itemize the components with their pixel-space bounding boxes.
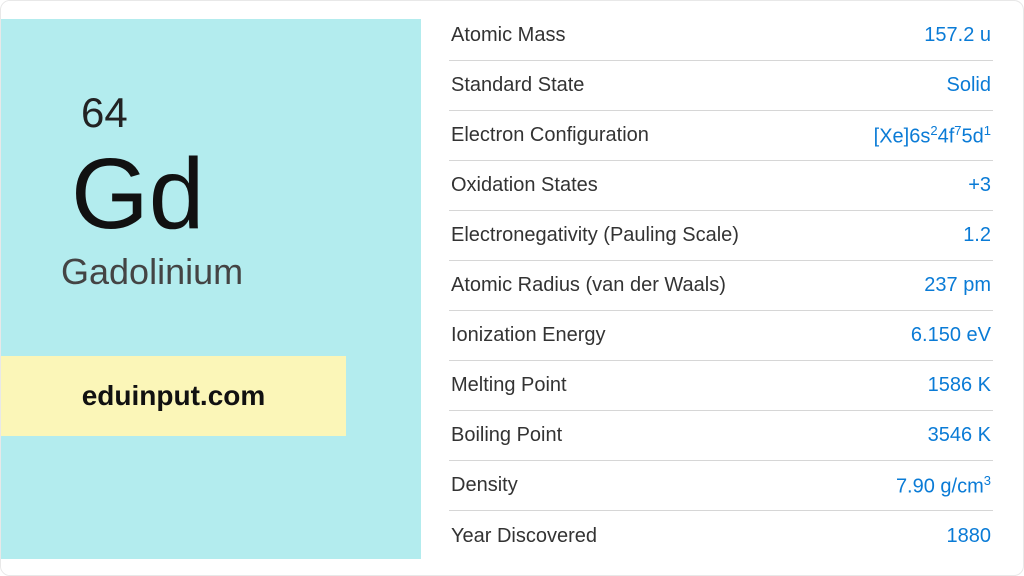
- property-value: [Xe]6s24f75d1: [874, 123, 991, 149]
- property-label: Boiling Point: [451, 423, 928, 448]
- property-label: Density: [451, 473, 896, 498]
- property-value: 1880: [947, 525, 992, 548]
- property-value: 3546 K: [928, 424, 991, 447]
- watermark-banner: eduinput.com: [1, 356, 346, 436]
- table-row: Density7.90 g/cm3: [449, 461, 993, 511]
- left-panel: 64 Gd Gadolinium eduinput.com: [1, 1, 421, 575]
- property-value: Solid: [947, 74, 991, 97]
- element-name: Gadolinium: [61, 251, 421, 293]
- property-label: Electron Configuration: [451, 123, 874, 148]
- atomic-number: 64: [81, 89, 421, 137]
- element-symbol: Gd: [71, 143, 421, 245]
- property-label: Ionization Energy: [451, 323, 911, 348]
- property-label: Melting Point: [451, 373, 928, 398]
- element-tile: 64 Gd Gadolinium: [1, 19, 421, 559]
- table-row: Boiling Point3546 K: [449, 411, 993, 461]
- watermark-text: eduinput.com: [82, 380, 266, 412]
- table-row: Electronegativity (Pauling Scale)1.2: [449, 211, 993, 261]
- property-label: Atomic Radius (van der Waals): [451, 273, 924, 298]
- property-label: Atomic Mass: [451, 23, 924, 48]
- property-label: Year Discovered: [451, 524, 947, 549]
- table-row: Atomic Radius (van der Waals)237 pm: [449, 261, 993, 311]
- property-value: 1.2: [963, 224, 991, 247]
- table-row: Atomic Mass157.2 u: [449, 11, 993, 61]
- table-row: Electron Configuration[Xe]6s24f75d1: [449, 111, 993, 161]
- property-value: 1586 K: [928, 374, 991, 397]
- property-label: Electronegativity (Pauling Scale): [451, 223, 963, 248]
- property-value: 157.2 u: [924, 24, 991, 47]
- element-info-card: 64 Gd Gadolinium eduinput.com Atomic Mas…: [0, 0, 1024, 576]
- table-row: Year Discovered1880: [449, 511, 993, 561]
- table-row: Oxidation States+3: [449, 161, 993, 211]
- property-label: Standard State: [451, 73, 947, 98]
- table-row: Standard StateSolid: [449, 61, 993, 111]
- properties-table: Atomic Mass157.2 uStandard StateSolidEle…: [421, 1, 1023, 575]
- table-row: Melting Point1586 K: [449, 361, 993, 411]
- property-label: Oxidation States: [451, 173, 968, 198]
- property-value: 237 pm: [924, 274, 991, 297]
- property-value: +3: [968, 174, 991, 197]
- table-row: Ionization Energy6.150 eV: [449, 311, 993, 361]
- property-value: 7.90 g/cm3: [896, 473, 991, 499]
- property-value: 6.150 eV: [911, 324, 991, 347]
